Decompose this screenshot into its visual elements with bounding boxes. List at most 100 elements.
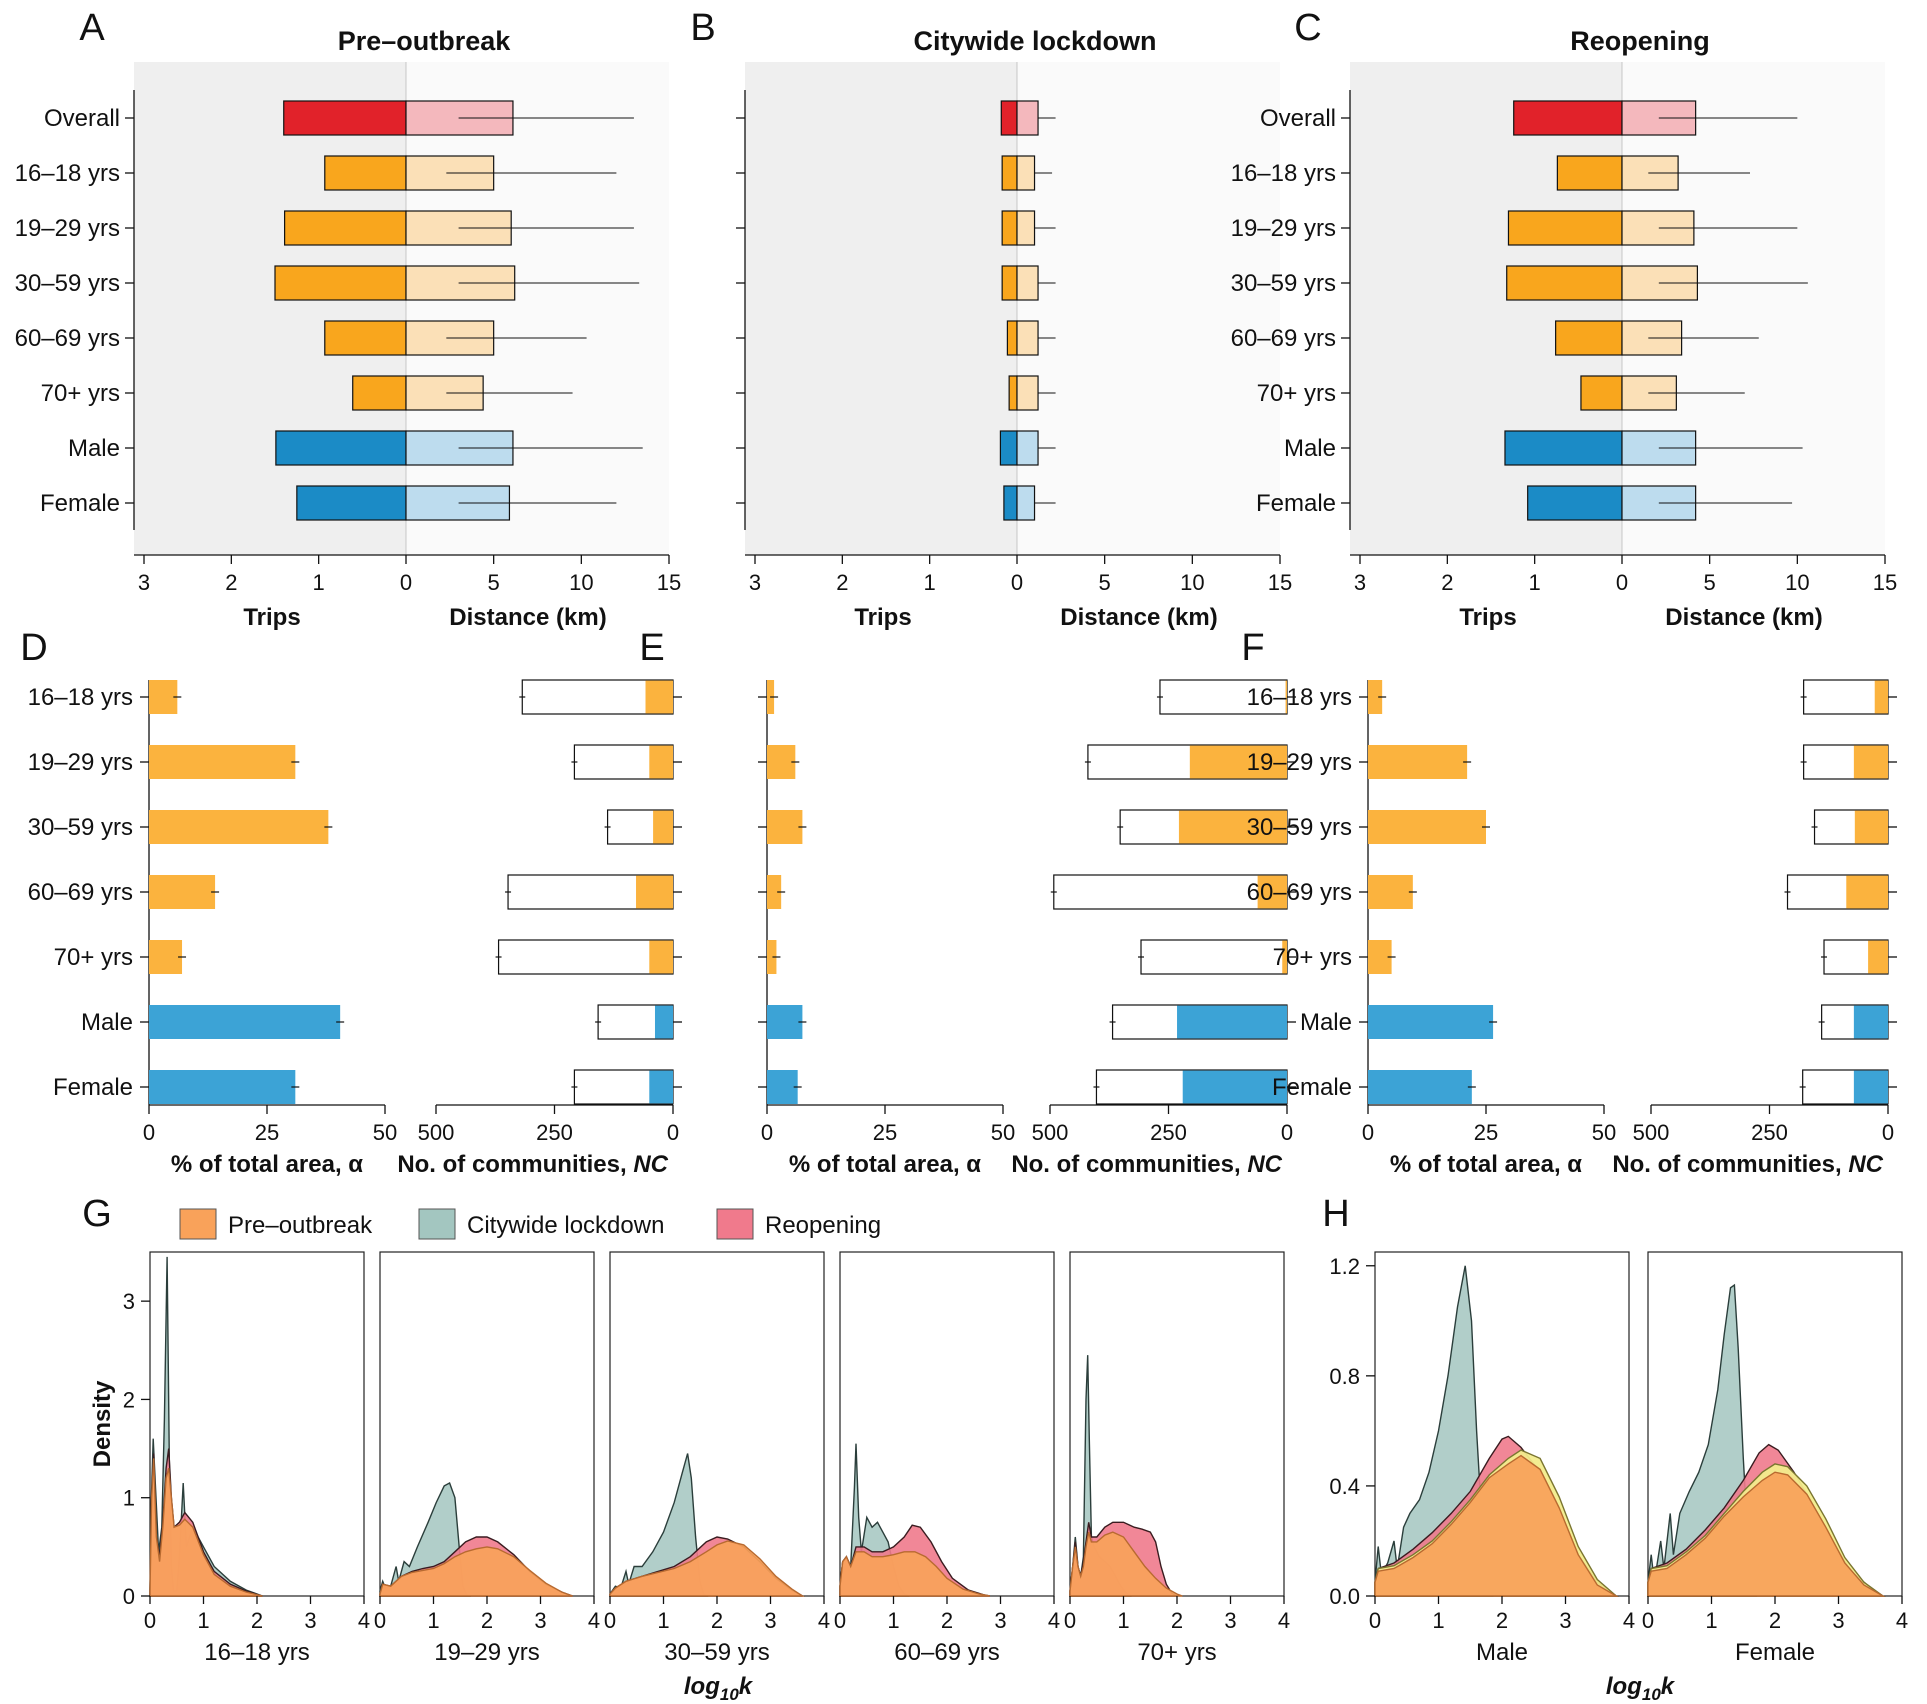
tick-label: 0 bbox=[1369, 1608, 1381, 1633]
panel-label: 30–59 yrs bbox=[664, 1639, 769, 1666]
alpha-bar bbox=[767, 810, 803, 844]
legend-label: Reopening bbox=[765, 1212, 881, 1239]
tick-label: 500 bbox=[1032, 1120, 1069, 1145]
trips-bar bbox=[352, 375, 407, 411]
alpha-bar bbox=[1368, 810, 1486, 844]
nc-filled-bar bbox=[649, 940, 673, 974]
tick-label: 2 bbox=[251, 1608, 263, 1633]
tick-label: 250 bbox=[1751, 1120, 1788, 1145]
tick-label: 1 bbox=[657, 1608, 669, 1633]
category-label: Male bbox=[81, 1009, 133, 1036]
trips-bar bbox=[283, 100, 407, 136]
tick-label: 0 bbox=[834, 1608, 846, 1633]
tick-label: 15 bbox=[657, 570, 681, 595]
category-label: 30–59 yrs bbox=[1247, 814, 1352, 841]
tick-label: 1 bbox=[1705, 1608, 1717, 1633]
nc-filled-bar bbox=[1868, 940, 1888, 974]
tick-label: 4 bbox=[818, 1608, 830, 1633]
panel-title: Citywide lockdown bbox=[913, 26, 1156, 56]
x-axis-label: Trips bbox=[1459, 604, 1516, 631]
category-label: Male bbox=[68, 435, 120, 462]
category-label: 16–18 yrs bbox=[1231, 160, 1336, 187]
trips-bar bbox=[1507, 210, 1623, 246]
tick-label: 1 bbox=[1529, 570, 1541, 595]
nc-filled-bar bbox=[1846, 875, 1888, 909]
tick-label: 3 bbox=[534, 1608, 546, 1633]
alpha-bar bbox=[1368, 1070, 1472, 1104]
tick-label: 3 bbox=[749, 570, 761, 595]
trips-region bbox=[745, 62, 1017, 555]
nc-filled-bar bbox=[1853, 745, 1888, 779]
tick-label: 5 bbox=[488, 570, 500, 595]
alpha-bar bbox=[767, 875, 782, 909]
nc-filled-bar bbox=[1853, 1070, 1888, 1104]
panel-letter: F bbox=[1241, 627, 1264, 669]
tick-label: 3 bbox=[123, 1289, 135, 1314]
category-label: 60–69 yrs bbox=[28, 879, 133, 906]
nc-label-main: No. of communities, bbox=[397, 1151, 633, 1178]
tick-label: 500 bbox=[418, 1120, 455, 1145]
x-axis-label: Distance (km) bbox=[1060, 604, 1217, 631]
x-axis-label: Trips bbox=[854, 604, 911, 631]
trips-bar bbox=[1003, 485, 1018, 521]
tick-label: 25 bbox=[873, 1120, 897, 1145]
tick-label: 5 bbox=[1099, 570, 1111, 595]
nc-filled-bar bbox=[1182, 1070, 1287, 1104]
tick-label: 4 bbox=[1623, 1608, 1635, 1633]
tick-label: 3 bbox=[994, 1608, 1006, 1633]
nc-filled-bar bbox=[645, 680, 673, 714]
distance-box bbox=[1016, 265, 1039, 301]
tick-label: 0 bbox=[400, 570, 412, 595]
tick-label: 2 bbox=[481, 1608, 493, 1633]
distance-box bbox=[1016, 430, 1039, 466]
panel-letter: A bbox=[79, 7, 105, 49]
trips-bar bbox=[324, 320, 407, 356]
tick-label: 2 bbox=[123, 1387, 135, 1412]
nc-total-bar bbox=[1140, 939, 1288, 975]
x-axis-label: % of total area, α bbox=[1390, 1151, 1582, 1178]
nc-filled-bar bbox=[654, 1005, 673, 1039]
x-axis-label: No. of communities, NC bbox=[397, 1151, 668, 1178]
x-axis-label: % of total area, α bbox=[789, 1151, 981, 1178]
trips-bar bbox=[1001, 155, 1018, 191]
panel-letter: G bbox=[82, 1193, 112, 1235]
x-axis-label: Distance (km) bbox=[1665, 604, 1822, 631]
log-label: log bbox=[684, 1673, 720, 1700]
tick-label: 0.4 bbox=[1329, 1474, 1360, 1499]
trips-bar bbox=[1555, 320, 1623, 356]
x-axis-label: Trips bbox=[243, 604, 300, 631]
tick-label: 50 bbox=[991, 1120, 1015, 1145]
trips-bar bbox=[275, 430, 407, 466]
tick-label: 10 bbox=[1785, 570, 1809, 595]
trips-bar bbox=[324, 155, 407, 191]
tick-label: 25 bbox=[255, 1120, 279, 1145]
tick-label: 2 bbox=[941, 1608, 953, 1633]
log-tail: k bbox=[1661, 1673, 1676, 1700]
category-label: Female bbox=[1272, 1074, 1352, 1101]
trips-bar bbox=[1001, 210, 1018, 246]
category-label: Overall bbox=[1260, 105, 1336, 132]
tick-label: 1 bbox=[1117, 1608, 1129, 1633]
tick-label: 1 bbox=[123, 1486, 135, 1511]
log-label: log bbox=[1606, 1673, 1642, 1700]
panel-label: 19–29 yrs bbox=[434, 1639, 539, 1666]
nc-label-italic: NC bbox=[1848, 1151, 1883, 1178]
distance-box bbox=[1016, 100, 1039, 136]
category-label: 70+ yrs bbox=[1257, 380, 1336, 407]
category-label: 16–18 yrs bbox=[28, 684, 133, 711]
category-label: 16–18 yrs bbox=[15, 160, 120, 187]
x-axis-label: % of total area, α bbox=[171, 1151, 363, 1178]
category-label: 70+ yrs bbox=[41, 380, 120, 407]
category-label: 19–29 yrs bbox=[1247, 749, 1352, 776]
tick-label: 2 bbox=[1441, 570, 1453, 595]
panel-label: Male bbox=[1476, 1639, 1528, 1666]
panel-letter: E bbox=[639, 627, 664, 669]
tick-label: 3 bbox=[764, 1608, 776, 1633]
tick-label: 0 bbox=[761, 1120, 773, 1145]
tick-label: 2 bbox=[1171, 1608, 1183, 1633]
pre-density-area bbox=[149, 1458, 263, 1597]
tick-label: 0 bbox=[604, 1608, 616, 1633]
tick-label: 1 bbox=[887, 1608, 899, 1633]
tick-label: 2 bbox=[225, 570, 237, 595]
trips-bar bbox=[284, 210, 407, 246]
